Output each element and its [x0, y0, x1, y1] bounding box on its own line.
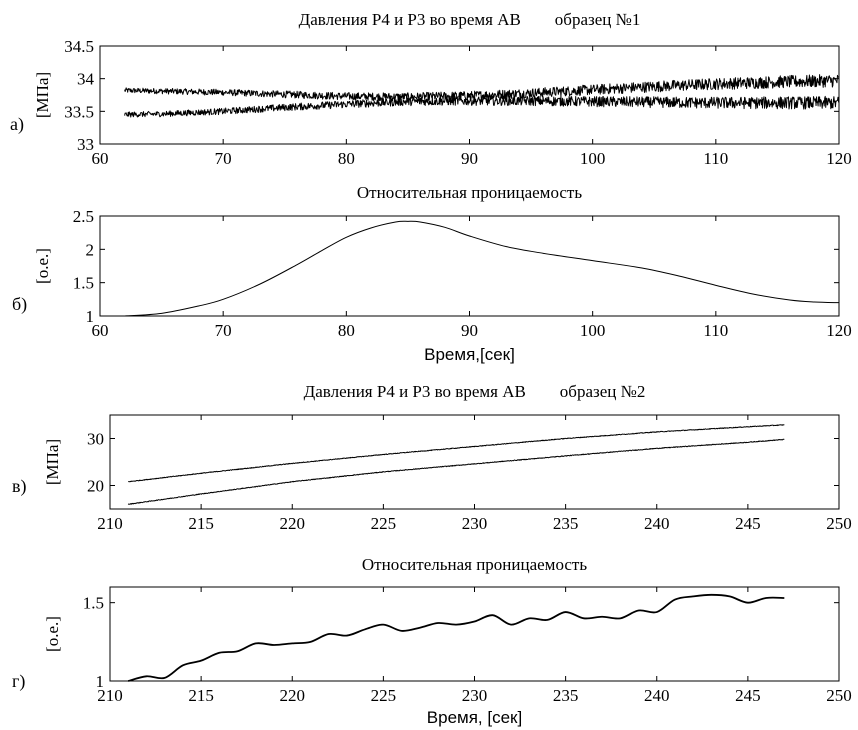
- x-tick-label: 215: [188, 686, 214, 705]
- x-tick-label: 110: [703, 321, 728, 340]
- x-tick-label: 230: [462, 686, 488, 705]
- x-tick-label: 100: [580, 321, 606, 340]
- y-axis-label: [о.е.]: [43, 616, 62, 652]
- x-tick-label: 250: [826, 686, 852, 705]
- chart-title: Давления Р4 и Р3 во время АВ образец №2: [304, 382, 646, 401]
- y-tick-label: 33.5: [64, 102, 94, 121]
- x-tick-label: 215: [188, 514, 214, 533]
- y-tick-label: 2.5: [73, 207, 94, 226]
- y-tick-label: 34.5: [64, 37, 94, 56]
- x-tick-label: 220: [280, 514, 306, 533]
- chart-panel-1: [99, 45, 840, 145]
- x-tick-label: 225: [371, 514, 397, 533]
- x-tick-label: 250: [826, 514, 852, 533]
- x-tick-label: 245: [735, 514, 761, 533]
- chart-panel-4: [109, 586, 840, 682]
- series-line-1: [128, 424, 785, 483]
- x-tick-label: 70: [215, 149, 232, 168]
- x-tick-label: 240: [644, 686, 670, 705]
- plot-frame: [109, 586, 840, 682]
- panel-letter: г): [12, 671, 25, 692]
- x-tick-label: 80: [338, 149, 355, 168]
- panel-letter: б): [12, 294, 27, 315]
- x-tick-label: 230: [462, 514, 488, 533]
- x-axis-label: Время, [сек]: [427, 708, 522, 727]
- x-tick-label: 80: [338, 321, 355, 340]
- plot-frame: [99, 215, 840, 317]
- y-tick-label: 30: [87, 430, 104, 449]
- y-tick-label: 20: [87, 477, 104, 496]
- x-tick-label: 60: [92, 149, 109, 168]
- y-tick-label: 33: [77, 135, 94, 154]
- x-tick-label: 90: [461, 321, 478, 340]
- series-line-2: [127, 438, 785, 505]
- x-tick-label: 220: [280, 686, 306, 705]
- x-tick-label: 235: [553, 686, 579, 705]
- y-axis-label: [МПа]: [43, 439, 62, 485]
- y-axis-label: [МПа]: [33, 72, 52, 118]
- plot-frame: [109, 414, 840, 510]
- panel-letter: в): [12, 476, 27, 497]
- x-tick-label: 240: [644, 514, 670, 533]
- y-tick-label: 1.5: [73, 274, 94, 293]
- x-axis-label: Время,[сек]: [424, 345, 515, 364]
- x-tick-label: 235: [553, 514, 579, 533]
- chart-panel-3: [109, 414, 840, 510]
- y-tick-label: 1.5: [83, 594, 104, 613]
- chart-title: Давления Р4 и Р3 во время АВ образец №1: [299, 10, 641, 29]
- x-tick-label: 210: [97, 686, 123, 705]
- y-tick-label: 1: [86, 307, 95, 326]
- y-tick-label: 1: [96, 672, 105, 691]
- series-line-1: [124, 74, 840, 102]
- y-tick-label: 34: [77, 70, 95, 89]
- x-tick-label: 90: [461, 149, 478, 168]
- panel-letter: а): [10, 114, 24, 135]
- chart-title: Относительная проницаемость: [357, 183, 582, 202]
- x-tick-label: 70: [215, 321, 232, 340]
- series-line-1: [127, 593, 785, 682]
- chart-panel-2: [99, 215, 840, 317]
- chart-title: Относительная проницаемость: [362, 555, 587, 574]
- x-tick-label: 110: [703, 149, 728, 168]
- series-line-1: [124, 220, 840, 317]
- x-tick-label: 120: [826, 149, 852, 168]
- y-tick-label: 2: [86, 240, 95, 259]
- x-tick-label: 60: [92, 321, 109, 340]
- x-tick-label: 225: [371, 686, 397, 705]
- x-tick-label: 210: [97, 514, 123, 533]
- x-tick-label: 245: [735, 686, 761, 705]
- y-axis-label: [о.е.]: [33, 248, 52, 284]
- x-tick-label: 100: [580, 149, 606, 168]
- series-line-2: [124, 95, 840, 118]
- x-tick-label: 120: [826, 321, 852, 340]
